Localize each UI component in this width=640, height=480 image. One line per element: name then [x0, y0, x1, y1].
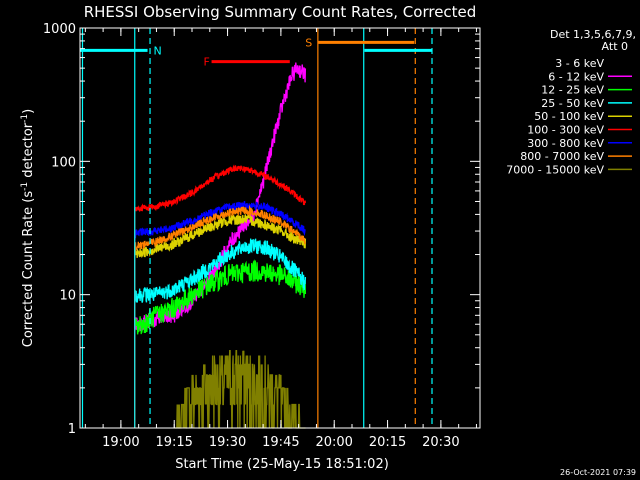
legend-entry-label: 3 - 6 keV	[555, 57, 604, 70]
legend-entry-label: 7000 - 15000 keV	[506, 163, 604, 176]
x-tick-label: 20:15	[369, 435, 406, 450]
interval-layer: N F S	[80, 28, 433, 428]
interval-label-n: N	[154, 44, 162, 57]
x-tick-label: 19:45	[262, 435, 299, 450]
legend-entry-label: 100 - 300 keV	[527, 124, 604, 137]
series-line-9	[174, 350, 306, 429]
series-line-6	[134, 164, 307, 428]
series-line-7	[134, 200, 306, 428]
series-line-4	[134, 238, 307, 428]
y-axis-label: Corrected Count Rate (s-1 detector-1)	[20, 109, 36, 347]
plot-frame	[79, 27, 481, 429]
x-tick-label: 19:00	[102, 435, 139, 450]
axis-layer: 19:00 19:15 19:30 19:45 20:00 20:15 20:30 1 10 10…	[43, 22, 480, 450]
y-tick-label: 1000	[43, 22, 76, 37]
series-line-5	[134, 213, 307, 428]
interval-label-f: F	[204, 56, 210, 69]
legend-entry-label: 800 - 7000 keV	[520, 150, 604, 163]
series-layer	[134, 62, 307, 429]
legend-entry-label: 12 - 25 keV	[541, 84, 604, 97]
x-axis-label: Start Time (25-May-15 18:51:02)	[175, 457, 389, 472]
legend-entry-label: 50 - 100 keV	[534, 110, 604, 123]
legend-header-detectors: Det 1,3,5,6,7,9,	[550, 28, 636, 41]
legend-entry-label: 25 - 50 keV	[541, 97, 604, 110]
generation-timestamp: 26-Oct-2021 07:39	[560, 468, 636, 477]
legend-entry-label: 300 - 800 keV	[527, 137, 604, 150]
y-tick-label: 10	[59, 289, 76, 304]
x-tick-label: 20:30	[422, 435, 459, 450]
y-tick-label: 100	[51, 155, 76, 170]
series-line-3	[134, 259, 307, 428]
x-tick-label: 19:30	[209, 435, 246, 450]
chart-title: RHESSI Observing Summary Count Rates, Co…	[84, 3, 477, 21]
interval-label-s: S	[305, 36, 312, 49]
legend-entry-label: 6 - 12 keV	[548, 70, 604, 83]
series-line-1	[134, 98, 307, 428]
y-tick-label: 1	[68, 422, 76, 437]
x-tick-label: 19:15	[155, 435, 192, 450]
legend-header-attenuator: Att 0	[602, 40, 628, 53]
series-line-8	[134, 204, 306, 428]
x-tick-label: 20:00	[315, 435, 352, 450]
